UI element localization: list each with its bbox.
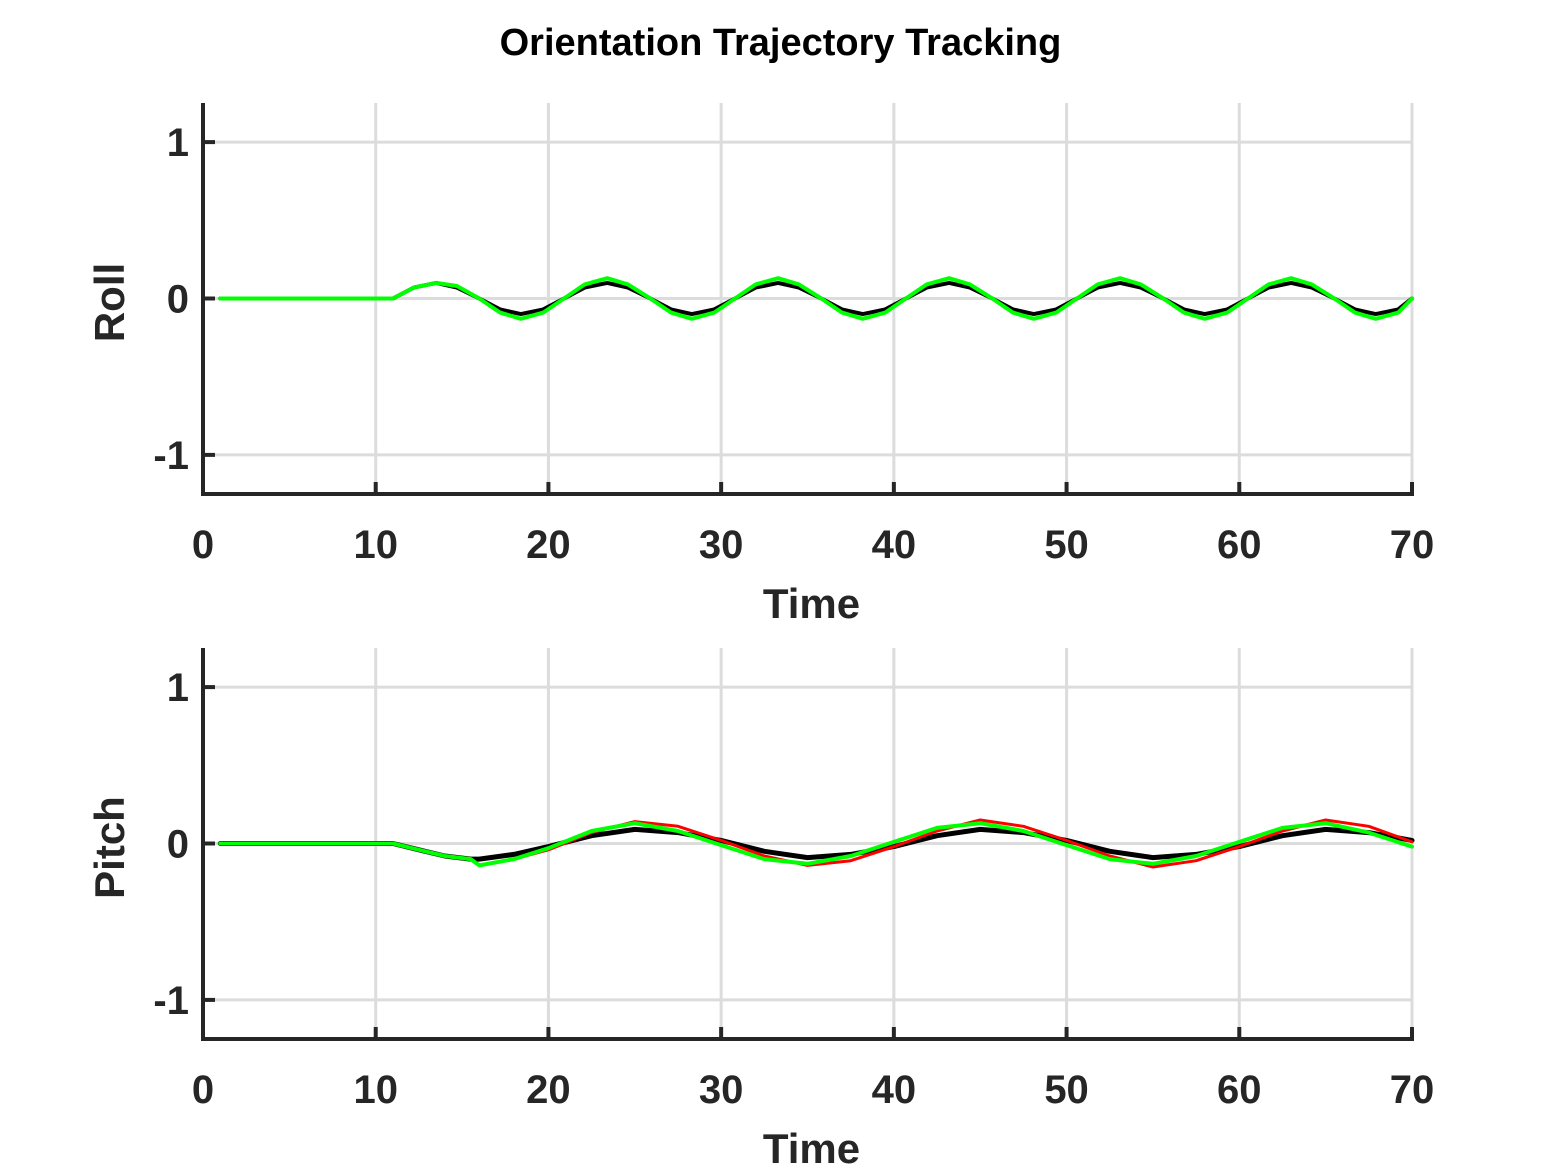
roll-x-tick-label: 10: [353, 523, 398, 567]
pitch-series-line-2: [218, 821, 1414, 868]
roll-y-axis-label: Roll: [86, 263, 133, 342]
pitch-x-tick-label: 40: [872, 1068, 917, 1112]
figure-title: Orientation Trajectory Tracking: [499, 22, 1062, 64]
pitch-y-tick-label: 0: [167, 823, 189, 867]
roll-x-tick-label: 70: [1390, 523, 1435, 567]
pitch-x-tick-label: 20: [526, 1068, 571, 1112]
pitch-y-axis-label: Pitch: [86, 796, 133, 899]
roll-series-line-2: [218, 276, 1414, 321]
pitch-x-tick-label: 0: [192, 1068, 214, 1112]
roll-y-tick-label: 1: [167, 121, 189, 165]
pitch-x-tick-label: 70: [1390, 1068, 1435, 1112]
pitch-x-tick-label: 60: [1217, 1068, 1262, 1112]
roll-x-axis-label: Time: [763, 580, 860, 627]
roll-x-tick-label: 60: [1217, 523, 1262, 567]
pitch-x-axis-label: Time: [763, 1125, 860, 1170]
roll-y-tick-label: -1: [153, 434, 189, 478]
pitch-y-tick-label: 1: [167, 666, 189, 710]
pitch-y-tick-label: -1: [153, 979, 189, 1023]
roll-x-tick-label: 0: [192, 523, 214, 567]
roll-x-tick-label: 50: [1044, 523, 1089, 567]
roll-y-tick-label: 0: [167, 278, 189, 322]
pitch-x-tick-label: 50: [1044, 1068, 1089, 1112]
roll-x-tick-label: 30: [699, 523, 744, 567]
pitch-x-tick-label: 10: [353, 1068, 398, 1112]
roll-x-tick-label: 40: [872, 523, 917, 567]
roll-x-tick-label: 20: [526, 523, 571, 567]
pitch-x-tick-label: 30: [699, 1068, 744, 1112]
